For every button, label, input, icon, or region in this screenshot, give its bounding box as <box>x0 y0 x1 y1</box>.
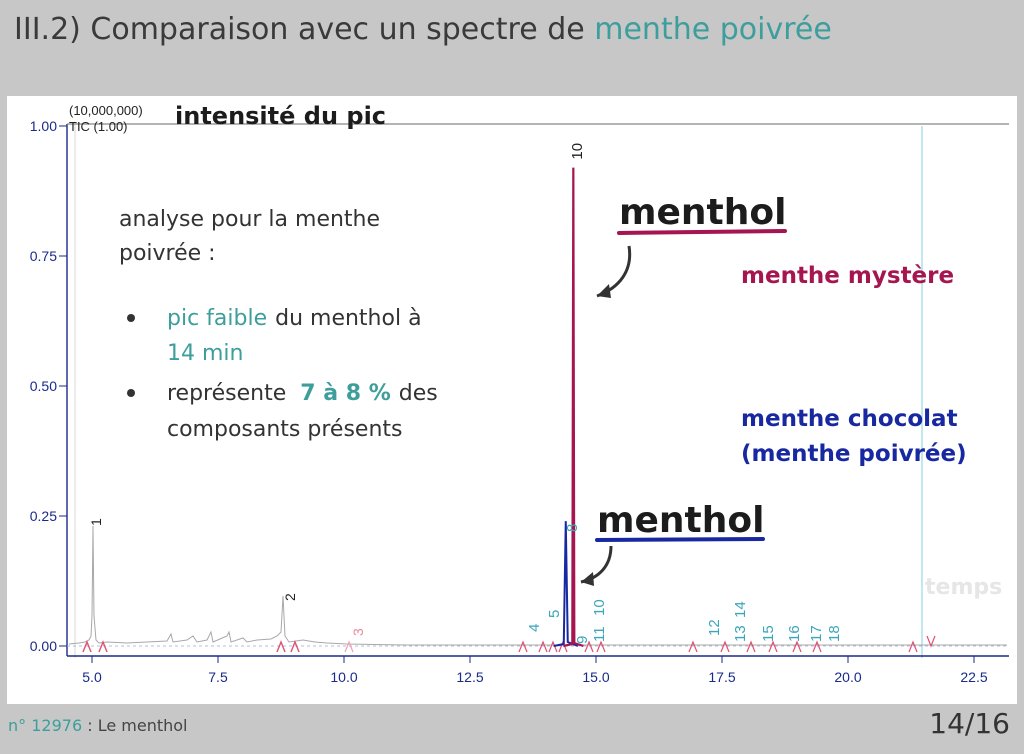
bullet-2-line1: représente 7 à 8 % des <box>167 381 438 406</box>
tic-label: TIC (1.00) <box>69 119 128 134</box>
legend-chocolate-line1: menthe chocolat <box>741 406 958 432</box>
peak-marker <box>596 640 606 653</box>
x-tick-label: 20.0 <box>834 669 861 685</box>
menthol-label-bottom: menthol <box>597 500 764 541</box>
peak-menthe-mystere <box>563 167 584 648</box>
menthol-arrowhead-top <box>597 284 611 298</box>
faint-peak-label: 3 <box>350 628 366 636</box>
peak-marker <box>518 640 528 653</box>
x-tick-label: 22.5 <box>960 669 987 685</box>
peak-number-label: 15 <box>760 625 777 642</box>
peak-number-label: 5 <box>546 610 563 618</box>
peak-marker <box>290 640 300 653</box>
bullet-1-line2: 14 min <box>167 341 243 366</box>
y-tick-label: 0.00 <box>30 638 57 654</box>
peak-number-label: 17 <box>808 625 825 642</box>
peak-marker <box>82 640 92 653</box>
peak-number-label: 16 <box>786 625 803 642</box>
x-tick-label: 7.5 <box>208 669 228 685</box>
menthol-arrow-top <box>596 245 632 298</box>
peak-number-label: 8 <box>564 524 581 532</box>
y-tick-label: 0.50 <box>30 378 57 394</box>
y-axis-label: intensité du pic <box>175 102 386 130</box>
peak-number-label: 12 <box>706 619 723 636</box>
peak-marker <box>908 640 918 653</box>
peak-marker <box>538 640 548 653</box>
peak-number-label: 14 <box>732 601 749 618</box>
peak-marker <box>584 640 594 653</box>
peak-marker <box>548 640 558 653</box>
bullet-dot <box>127 314 135 322</box>
chromatogram-panel: 0.00 0.25 0.50 0.75 1.00 5.0 7.5 10.0 12… <box>7 96 1017 704</box>
bullet-1-accent: pic faible <box>167 306 267 331</box>
footer-number: n° 12976 <box>8 716 83 735</box>
bullet-2-accent: 7 à 8 % <box>300 381 390 406</box>
peak-marker <box>720 640 730 653</box>
peak-marker <box>276 640 286 653</box>
peak-label-10: 10 <box>569 143 586 160</box>
x-axis-faint-label: temps <box>925 575 1002 600</box>
scale-label: (10,000,000) <box>69 103 143 118</box>
peak-number-label: 4 <box>526 624 543 632</box>
peak-number-label: 9 <box>574 636 591 644</box>
footer-text: : Le menthol <box>87 716 188 735</box>
y-tick-label: 0.75 <box>30 248 57 264</box>
peak-marker <box>792 640 802 653</box>
x-tick-label: 10.0 <box>330 669 357 685</box>
x-tick-label: 17.5 <box>708 669 735 685</box>
legend-chocolate-line2: (menthe poivrée) <box>741 441 967 467</box>
peak-marker <box>926 635 936 648</box>
page-number: 14/16 <box>929 707 1010 740</box>
bullet-2-line2: composants présents <box>167 417 402 442</box>
x-tick-label: 5.0 <box>82 669 102 685</box>
y-tick-label: 0.25 <box>30 508 57 524</box>
menthol-arrowhead-bottom <box>581 572 594 586</box>
peak-number-label: 10 <box>591 599 608 616</box>
bullet-1-line1: pic faible du menthol à <box>167 306 422 331</box>
bullet-dot <box>127 389 135 397</box>
y-tick-label: 1.00 <box>30 118 57 134</box>
peak-number-label: 18 <box>826 625 843 642</box>
grey-peak-label: 2 <box>282 593 298 601</box>
bullet-1-rest: du menthol à <box>275 306 421 331</box>
menthol-arrow-bottom <box>580 545 613 584</box>
title-accent: menthe poivrée <box>594 12 832 47</box>
footer-caption: n° 12976 : Le menthol <box>8 716 187 735</box>
peak-marker <box>344 640 354 653</box>
peak-marker <box>688 640 698 653</box>
peak-number-label: 13 <box>732 625 749 642</box>
note-intro-line1: analyse pour la menthe <box>119 207 380 232</box>
menthol-underline-bottom <box>595 537 765 542</box>
bullet-2-start: représente <box>167 381 286 406</box>
chromatogram-chart: 0.00 0.25 0.50 0.75 1.00 5.0 7.5 10.0 12… <box>30 102 1009 685</box>
menthol-label-top: menthol <box>619 192 786 233</box>
peak-number-label: 11 <box>591 626 608 642</box>
slide-title: III.2) Comparaison avec un spectre de me… <box>14 12 832 47</box>
x-tick-label: 12.5 <box>456 669 483 685</box>
x-tick-label: 15.0 <box>582 669 609 685</box>
note-intro-line2: poivrée : <box>119 241 216 266</box>
legend-mystery: menthe mystère <box>741 263 954 289</box>
peak-marker <box>812 640 822 653</box>
menthol-underline-top <box>617 229 787 235</box>
grey-peak-label: 1 <box>88 518 104 526</box>
title-prefix: III.2) Comparaison avec un spectre de <box>14 12 585 47</box>
grey-trace <box>68 525 1007 646</box>
bullet-2-rest-a: des <box>399 381 438 406</box>
peak-marker <box>768 640 778 653</box>
peak-marker <box>98 640 108 653</box>
peak-marker <box>746 640 756 653</box>
